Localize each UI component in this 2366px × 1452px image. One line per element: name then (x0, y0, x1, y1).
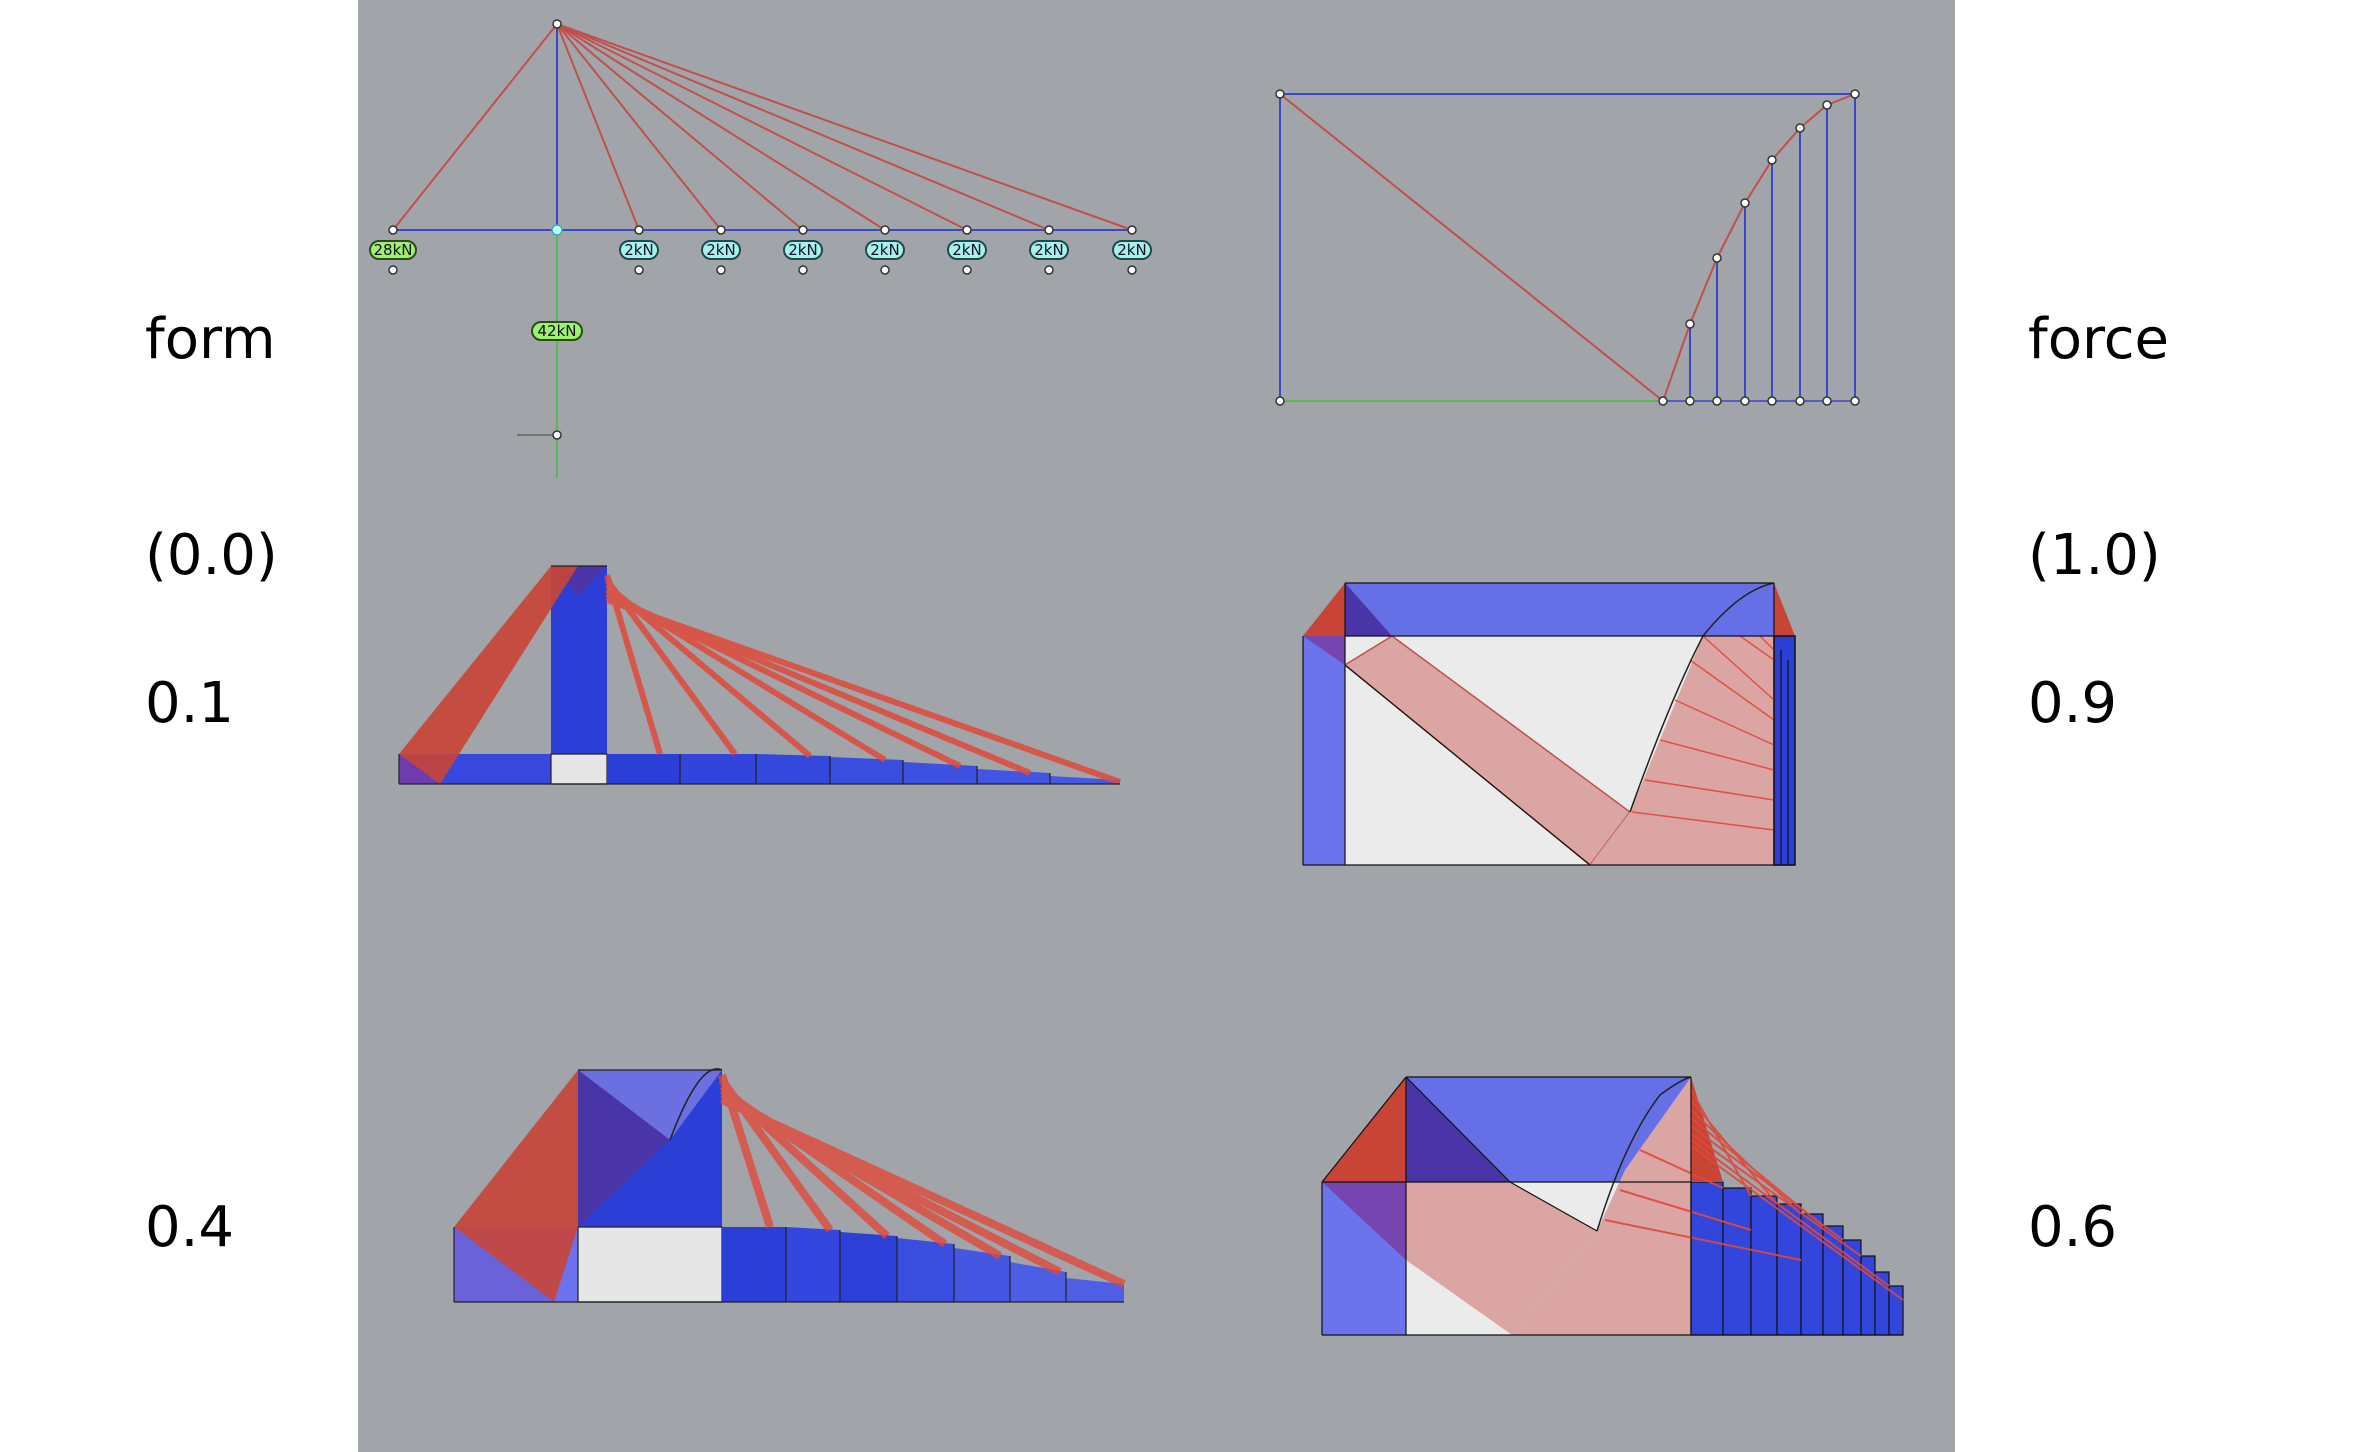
load-text: 2kN (788, 241, 817, 259)
interpolation-0.6 (1321, 1076, 1904, 1336)
selected-node[interactable] (551, 224, 563, 236)
form-nodes (388, 19, 1137, 440)
force-diagram (1275, 89, 1860, 406)
form-label: form (0.0) (145, 160, 278, 664)
interpolation-0.4 (453, 1068, 1126, 1303)
load-text: 2kN (870, 241, 899, 259)
cable-lines (392, 23, 1133, 231)
load-badge-point-4[interactable]: 2kN (865, 240, 905, 260)
force-title: force (2028, 307, 2170, 372)
force-value: (1.0) (2028, 523, 2161, 588)
load-text: 42kN (538, 322, 577, 340)
interpolation-0.1 (398, 565, 1122, 785)
load-badge-point-5[interactable]: 2kN (947, 240, 987, 260)
load-badge-point-6[interactable]: 2kN (1029, 240, 1069, 260)
load-badge-point-2[interactable]: 2kN (701, 240, 741, 260)
form-value: (0.0) (145, 523, 278, 588)
right-bottom-label: 0.6 (2028, 1195, 2118, 1260)
load-badge-reaction-left[interactable]: 28kN (369, 240, 417, 260)
form-diagram: 28kN 42kN 2kN 2kN 2kN 2kN 2kN 2kN (369, 19, 1152, 478)
load-badge-point-7[interactable]: 2kN (1112, 240, 1152, 260)
load-text: 2kN (1034, 241, 1063, 259)
left-bottom-label: 0.4 (145, 1195, 235, 1260)
load-badge-support[interactable]: 42kN (531, 321, 583, 341)
right-mid-label: 0.9 (2028, 671, 2118, 736)
load-badge-point-1[interactable]: 2kN (619, 240, 659, 260)
load-text: 2kN (952, 241, 981, 259)
interpolation-0.9 (1302, 582, 1796, 867)
load-text: 28kN (374, 241, 413, 259)
load-text: 2kN (1117, 241, 1146, 259)
force-label: force (1.0) (2028, 160, 2169, 664)
left-mid-label: 0.1 (145, 671, 235, 736)
load-text: 2kN (624, 241, 653, 259)
load-text: 2kN (706, 241, 735, 259)
form-title: form (145, 307, 276, 372)
load-badge-point-3[interactable]: 2kN (783, 240, 823, 260)
